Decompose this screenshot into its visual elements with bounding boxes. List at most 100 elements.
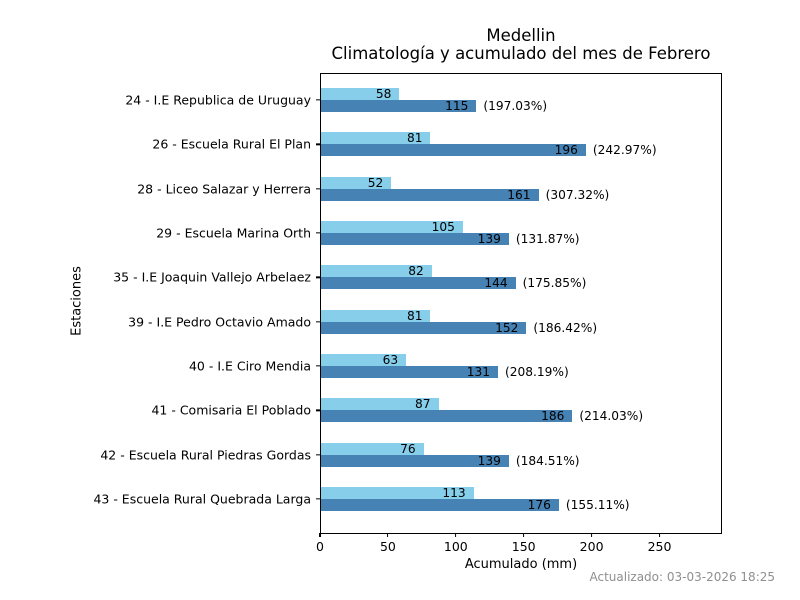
x-tick-mark [658,533,661,537]
category-label: 29 - Escuela Marina Orth [156,225,311,241]
bar-dark-line: 139 (184.51%) [321,453,721,468]
bar-row: 26 - Escuela Rural El Plan 81 196 (242.97%) [152,122,721,166]
bar-light: 113 [321,487,474,499]
bar-value-label: 186 [541,409,565,424]
category-label: 43 - Escuela Rural Quebrada Larga [93,491,311,507]
bar-percent-label: (155.11%) [565,497,630,512]
bar-light: 58 [321,87,400,102]
bar-row: 43 - Escuela Rural Quebrada Larga 113 176 (… [93,477,721,521]
y-tick-mark [316,498,321,500]
bar-percent-label: (214.03%) [579,409,644,424]
category-label: 40 - I.E Ciro Mendia [188,358,311,374]
bar-value-label: 63 [382,352,399,367]
bar-value-label: 82 [408,264,424,279]
bar-percent-label: (186.42%) [533,320,598,335]
bar-rows-container: 24 - I.E Republica de Uruguay 58 115 (197.0… [93,74,721,533]
bar-dark: 139 [321,233,509,245]
bar-row: 24 - I.E Republica de Uruguay 58 115 (197.0… [125,78,721,122]
x-tick-label: 0 [316,539,324,554]
bar-percent-label: (175.85%) [522,276,587,291]
bar-value-label: 115 [445,99,469,114]
bar-value-label: 176 [527,497,551,512]
bar-value-label: 52 [367,175,384,190]
x-tick: 50 [380,533,396,554]
y-tick-mark [316,99,321,101]
y-tick-mark [316,232,321,234]
bar-dark-line: 186 (214.03%) [321,409,721,424]
y-axis-label: Estaciones [69,266,85,336]
bar-dark-line: 196 (242.97%) [321,143,721,158]
bar-value-label: 139 [477,453,501,468]
bar-value-label: 131 [466,364,491,379]
x-tick-label: 50 [379,539,396,554]
x-tick-label: 100 [443,539,468,554]
bar-light: 52 [321,175,392,190]
x-tick-label: 150 [511,539,536,554]
bar-light: 81 [321,308,431,323]
chart-title: Medellin [486,26,556,45]
category-label: 41 - Comisaria El Poblado [151,402,311,418]
x-tick-mark [523,533,525,537]
category-label: 42 - Escuela Rural Piedras Gordas [100,447,311,463]
category-label: 26 - Escuela Rural El Plan [152,136,311,152]
category-label: 28 - Liceo Salazar y Herrera [137,181,311,197]
bar-light-line: 82 [321,265,721,277]
y-tick-mark [316,365,321,367]
bar-value-label: 161 [507,187,531,202]
bar-light-line: 87 [321,398,721,410]
bar-value-label: 76 [400,441,416,456]
category-label: 35 - I.E Joaquin Vallejo Arbelaez [113,269,311,285]
y-tick-mark [316,143,321,146]
x-tick-label: 200 [579,539,604,554]
bar-dark: 139 [321,453,509,468]
bar-value-label: 196 [554,143,578,158]
bar-dark: 176 [321,499,559,511]
bar-light: 82 [321,265,432,277]
y-tick-mark [316,453,321,456]
chart-subtitle: Climatología y acumulado del mes de Febr… [331,44,711,64]
bar-light-line: 81 [321,132,721,145]
bar-percent-label: (197.03%) [483,99,548,114]
bar-dark-line: 152 (186.42%) [321,320,721,335]
bar-light: 76 [321,441,424,456]
bar-percent-label: (131.87%) [515,232,580,247]
bar-row: 29 - Escuela Marina Orth 105 139 (131.87%) [156,211,721,255]
x-tick: 100 [444,533,468,554]
bar-value-label: 58 [375,87,392,102]
bar-value-label: 105 [431,220,455,235]
bar-dark: 131 [321,364,499,379]
bar-value-label: 152 [495,320,519,335]
bar-dark-line: 131 (208.19%) [321,364,721,379]
bar-percent-label: (242.97%) [592,143,657,158]
bar-dark-line: 161 (307.32%) [321,188,721,202]
x-tick: 150 [512,533,536,554]
bar-row: 35 - I.E Joaquin Vallejo Arbelaez 82 144 (1… [113,255,721,299]
x-tick: 200 [580,533,604,554]
plot-area: 24 - I.E Republica de Uruguay 58 115 (197.0… [93,73,722,534]
category-label: 24 - I.E Republica de Uruguay [125,92,311,108]
bar-dark-line: 115 (197.03%) [321,99,721,114]
bar-dark: 152 [321,320,527,335]
bar-light-line: 113 [321,487,721,499]
bar-dark: 161 [321,189,539,201]
y-tick-mark [316,409,321,411]
bar-value-label: 81 [406,308,423,323]
bar-light-line: 81 [321,310,721,322]
x-tick-mark [319,533,321,537]
bar-light: 63 [321,352,407,367]
bar-percent-label: (184.51%) [515,453,580,468]
bar-light-line: 52 [321,177,721,189]
x-tick: 250 [648,533,671,554]
bar-dark-line: 139 (131.87%) [321,232,721,247]
bar-dark: 115 [321,99,477,114]
y-tick-mark [316,188,321,190]
category-label: 39 - I.E Pedro Octavio Amado [128,314,311,330]
bar-dark: 144 [321,277,516,289]
bar-dark-line: 176 (155.11%) [321,497,721,512]
bar-dark-line: 144 (175.85%) [321,276,721,291]
x-tick: 0 [316,533,324,554]
x-tick-mark [387,533,389,537]
x-axis: 0 50 100 150 200 250 [316,533,722,559]
bar-row: 41 - Comisaria El Poblado 87 186 (214.03%) [151,388,721,432]
bar-row: 39 - I.E Pedro Octavio Amado 81 152 (186.42… [128,299,721,343]
